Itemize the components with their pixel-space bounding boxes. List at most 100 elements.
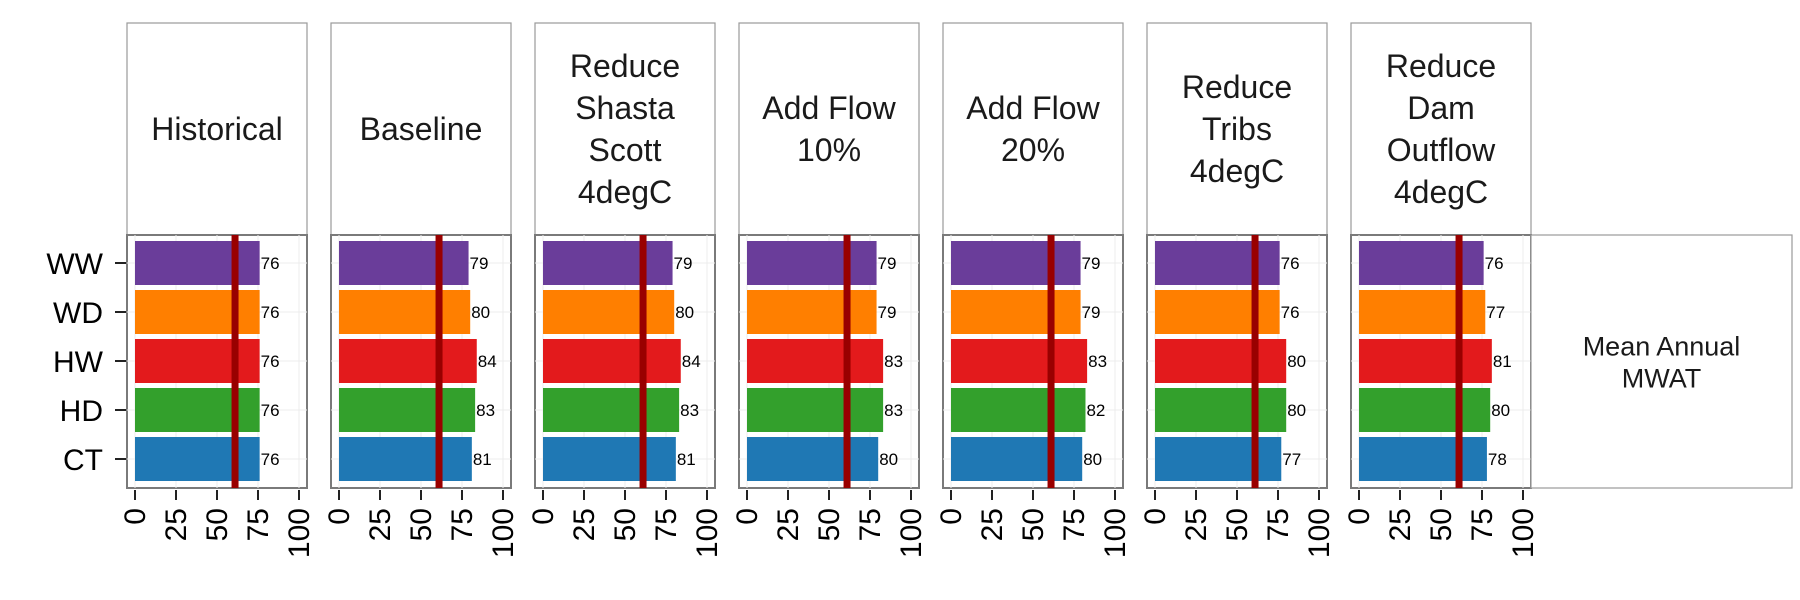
row-strip	[1530, 234, 1793, 489]
x-tick-label: 25	[160, 508, 193, 541]
panel-title: 4degC	[1394, 174, 1488, 210]
data-label: 76	[261, 254, 280, 273]
data-label: 76	[261, 352, 280, 371]
x-tick-label: 0	[119, 508, 152, 525]
x-tick-label: 100	[895, 508, 928, 558]
bar	[1155, 339, 1287, 383]
panel-title: Tribs	[1202, 111, 1272, 147]
bar	[951, 290, 1081, 334]
bar	[1359, 241, 1484, 285]
x-tick-label: 0	[1139, 508, 1172, 525]
panel: Historical 76 76 76 76 76 0 25 50 75 100	[119, 22, 316, 558]
data-label: 79	[470, 254, 489, 273]
bar	[339, 241, 469, 285]
bar	[1155, 388, 1287, 432]
bar	[543, 437, 676, 481]
panel-strip	[126, 22, 308, 236]
bar	[543, 290, 675, 334]
data-label: 80	[879, 450, 898, 469]
bar	[1155, 241, 1280, 285]
data-label: 77	[1486, 303, 1505, 322]
x-tick-label: 100	[1303, 508, 1336, 558]
x-tick-label: 25	[1180, 508, 1213, 541]
x-tick-label: 0	[527, 508, 560, 525]
data-label: 80	[471, 303, 490, 322]
bar	[747, 339, 884, 383]
data-label: 80	[1287, 352, 1306, 371]
data-label: 80	[1287, 401, 1306, 420]
x-tick-label: 25	[772, 508, 805, 541]
data-label: 83	[884, 352, 903, 371]
bar	[339, 339, 477, 383]
panel-title: Reduce	[1386, 48, 1496, 84]
panel: Reduce Dam Outflow 4degC 76 77 81 80 78 0 25 50 75 10…	[1343, 22, 1540, 558]
panel-title: Reduce	[570, 48, 680, 84]
data-label: 83	[884, 401, 903, 420]
panel-title: Add Flow	[762, 90, 896, 126]
bar	[339, 388, 476, 432]
data-label: 79	[1082, 254, 1101, 273]
x-tick-label: 0	[1343, 508, 1376, 525]
data-label: 79	[1082, 303, 1101, 322]
y-tick-label: HW	[53, 346, 104, 379]
x-tick-label: 100	[283, 508, 316, 558]
data-label: 79	[878, 254, 897, 273]
data-label: 81	[677, 450, 696, 469]
data-label: 80	[1491, 401, 1510, 420]
data-label: 84	[478, 352, 497, 371]
data-label: 80	[1083, 450, 1102, 469]
panel-title: Scott	[589, 132, 662, 168]
data-label: 79	[878, 303, 897, 322]
data-label: 83	[1088, 352, 1107, 371]
panel: Baseline 79 80 84 83 81 0 25 50 75 100	[323, 22, 520, 558]
bar	[135, 241, 260, 285]
panel-title: 4degC	[578, 174, 672, 210]
data-label: 83	[476, 401, 495, 420]
x-tick-label: 50	[405, 508, 438, 541]
panel-title: Outflow	[1387, 132, 1496, 168]
x-tick-label: 50	[201, 508, 234, 541]
x-tick-label: 100	[691, 508, 724, 558]
panel-strip	[738, 22, 920, 236]
x-tick-label: 50	[1221, 508, 1254, 541]
x-tick-label: 100	[1099, 508, 1132, 558]
bar	[1155, 437, 1282, 481]
panel-title: Shasta	[575, 90, 675, 126]
panel-strip	[942, 22, 1124, 236]
x-tick-label: 100	[487, 508, 520, 558]
panel-title: 4degC	[1190, 153, 1284, 189]
data-label: 78	[1488, 450, 1507, 469]
x-tick-label: 75	[446, 508, 479, 541]
bar	[543, 339, 681, 383]
data-label: 77	[1282, 450, 1301, 469]
data-label: 79	[674, 254, 693, 273]
panel-title: Historical	[151, 111, 283, 147]
row-strip-label: Mean Annual	[1583, 332, 1741, 362]
panel: Add Flow 20% 79 79 83 82 80 0 25 50 75 100	[935, 22, 1132, 558]
x-tick-label: 25	[364, 508, 397, 541]
panel: Reduce Tribs 4degC 76 76 80 80 77 0 25 50 75 100	[1139, 22, 1336, 558]
x-tick-label: 25	[568, 508, 601, 541]
x-tick-label: 75	[854, 508, 887, 541]
panel-strip	[534, 22, 716, 236]
data-label: 80	[675, 303, 694, 322]
data-label: 76	[1485, 254, 1504, 273]
data-label: 83	[680, 401, 699, 420]
x-tick-label: 0	[935, 508, 968, 525]
data-label: 76	[261, 401, 280, 420]
bar	[747, 388, 884, 432]
bar	[135, 437, 260, 481]
panel: Add Flow 10% 79 79 83 83 80 0 25 50 75 100	[731, 22, 928, 558]
x-tick-label: 75	[1262, 508, 1295, 541]
x-tick-label: 75	[650, 508, 683, 541]
y-tick-label: HD	[60, 395, 103, 428]
row-strip-label: MWAT	[1622, 364, 1701, 394]
bar	[951, 241, 1081, 285]
x-tick-label: 50	[609, 508, 642, 541]
bar	[1359, 339, 1492, 383]
y-tick-label: WD	[53, 297, 103, 330]
y-tick-label: WW	[46, 248, 103, 281]
x-tick-label: 0	[731, 508, 764, 525]
data-label: 76	[261, 303, 280, 322]
